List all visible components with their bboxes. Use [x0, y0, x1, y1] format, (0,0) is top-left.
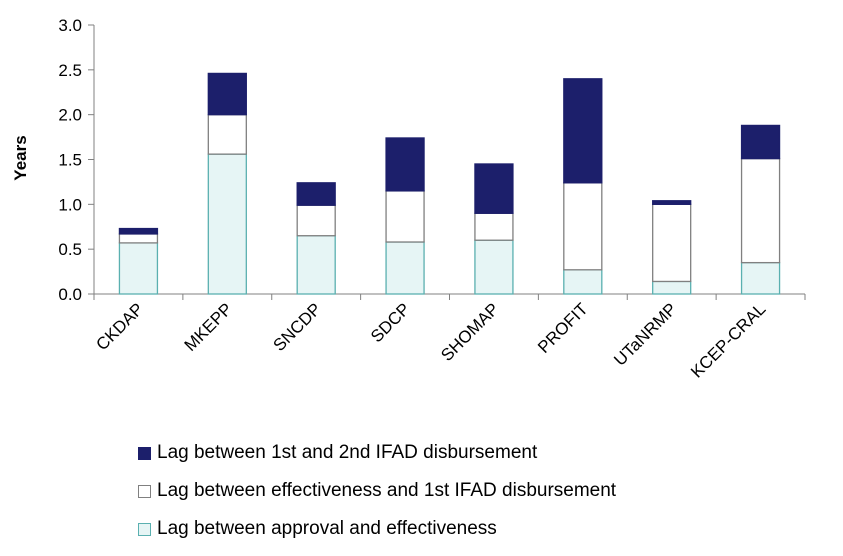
bar-segment — [652, 200, 692, 205]
y-axis-label: Years — [11, 135, 30, 180]
stacked-bar-chart: Years 0.0 0.5 1.0 1.5 2.0 2.5 3.0 CKDAP MKEPP SNC… — [11, 16, 806, 382]
legend-swatch — [138, 446, 151, 460]
bar-segment — [207, 72, 247, 116]
x-tick-label: SNCDP — [269, 299, 325, 355]
bar-segment — [385, 137, 425, 192]
bar-segment — [563, 182, 603, 271]
bar-segment — [474, 163, 514, 214]
bar-segment — [474, 212, 514, 241]
legend-item: Lag between approval and effectiveness — [138, 518, 616, 540]
legend: Lag between 1st and 2nd IFAD disbursemen… — [138, 442, 616, 556]
bar-segment — [207, 114, 247, 155]
bar-segment — [563, 78, 603, 184]
y-tick-label: 3.0 — [58, 16, 82, 35]
x-tick-label: SHOMAP — [437, 299, 503, 365]
legend-item: Lag between effectiveness and 1st IFAD d… — [138, 480, 616, 502]
legend-label: Lag between effectiveness and 1st IFAD d… — [157, 480, 617, 501]
x-tick-label: KCEP-CRAL — [687, 299, 769, 381]
x-tick-label: SDCP — [367, 299, 414, 346]
bar-segment — [296, 182, 336, 206]
x-tick-label: PROFIT — [534, 299, 592, 357]
x-tick-label: CKDAP — [92, 299, 147, 354]
x-tick-label: MKEPP — [181, 299, 237, 355]
bar-segment — [385, 241, 425, 295]
bar-segment — [385, 190, 425, 243]
bar-segment — [207, 153, 247, 295]
legend-swatch — [138, 522, 151, 536]
bar-segment — [740, 124, 781, 160]
y-tick-label: 0.5 — [58, 240, 82, 259]
bar-segment — [740, 261, 781, 295]
y-tick-label: 0.0 — [58, 285, 82, 304]
y-tick-label: 2.5 — [58, 61, 82, 80]
bar-segment — [563, 269, 603, 295]
y-tick-label: 1.5 — [58, 151, 82, 170]
bar-segment — [740, 157, 781, 264]
bar-segment — [118, 242, 159, 295]
bar-segment — [118, 233, 159, 244]
legend-swatch — [138, 484, 151, 498]
legend-label: Lag between approval and effectiveness — [157, 518, 497, 539]
bar-segment — [652, 280, 692, 295]
bar-segment — [474, 239, 514, 295]
bar-segment — [296, 235, 336, 295]
y-tick-label: 1.0 — [58, 195, 82, 214]
legend-item: Lag between 1st and 2nd IFAD disbursemen… — [138, 442, 616, 464]
bar-segment — [652, 203, 692, 283]
bar-segment — [296, 204, 336, 237]
x-tick-label: UTaNRMP — [610, 299, 680, 369]
legend-label: Lag between 1st and 2nd IFAD disbursemen… — [157, 442, 538, 463]
y-tick-label: 2.0 — [58, 106, 82, 125]
bar-segment — [118, 227, 159, 235]
